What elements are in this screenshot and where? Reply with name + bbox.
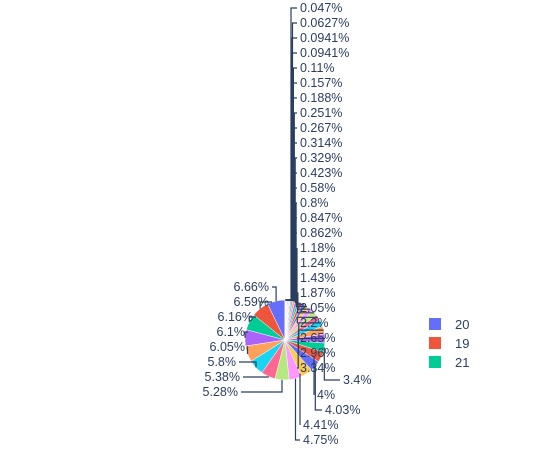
legend-swatch xyxy=(429,337,441,349)
slice-label: 0.0627% xyxy=(300,16,349,30)
slice-label: 6.59% xyxy=(234,295,269,309)
slice-label: 0.862% xyxy=(300,226,342,240)
slice-label: 0.0941% xyxy=(300,31,349,45)
slice-label: 2.2% xyxy=(300,316,329,330)
legend-label: 20 xyxy=(455,317,469,332)
slice-label: 5.28% xyxy=(203,385,238,399)
slice-label: 6.66% xyxy=(234,280,269,294)
slice-label: 0.11% xyxy=(300,61,335,75)
slice-label: 1.43% xyxy=(300,271,335,285)
slice-label: 0.423% xyxy=(300,166,342,180)
slice-label: 2.96% xyxy=(300,346,335,360)
slice-label: 4.41% xyxy=(303,418,338,432)
slice-label: 4% xyxy=(317,388,335,402)
slice-label: 0.314% xyxy=(300,136,342,150)
slice-label: 0.188% xyxy=(300,91,342,105)
slice-label: 5.38% xyxy=(205,370,240,384)
slice-label: 0.267% xyxy=(300,121,342,135)
slice-label: 3.34% xyxy=(300,361,335,375)
slice-label: 1.24% xyxy=(300,256,335,270)
slice-label: 6.05% xyxy=(210,340,245,354)
slice-label: 6.1% xyxy=(217,325,246,339)
slice-label: 5.8% xyxy=(208,355,237,369)
leader-line xyxy=(296,379,301,440)
slice-label: 2.65% xyxy=(300,331,335,345)
slice-label: 1.18% xyxy=(300,241,335,255)
legend-label: 19 xyxy=(455,336,469,351)
slice-label: 2.05% xyxy=(300,301,335,315)
slice-label: 0.047% xyxy=(300,1,342,15)
slice-label: 0.8% xyxy=(300,196,329,210)
legend-swatch xyxy=(429,356,441,368)
slice-label: 1.87% xyxy=(300,286,335,300)
slice-label: 0.58% xyxy=(300,181,335,195)
slice-label: 4.75% xyxy=(303,433,338,447)
leader-line xyxy=(248,347,249,354)
legend-item[interactable]: 20 xyxy=(429,317,469,332)
slice-label: 0.847% xyxy=(300,211,342,225)
leader-line xyxy=(241,380,282,392)
slice-label: 3.4% xyxy=(343,373,372,387)
leader-line xyxy=(243,376,268,377)
slice-label: 0.157% xyxy=(300,76,342,90)
slice-label: 6.16% xyxy=(218,310,253,324)
slice-label: 0.251% xyxy=(300,106,342,120)
legend-label: 21 xyxy=(455,355,469,370)
slice-label: 4.03% xyxy=(325,403,360,417)
legend: 20 19 21 xyxy=(429,317,469,370)
slice-label: 0.329% xyxy=(300,151,342,165)
legend-swatch xyxy=(429,318,441,330)
legend-item[interactable]: 21 xyxy=(429,355,469,370)
leader-line xyxy=(272,287,276,301)
slice-label: 0.0941% xyxy=(300,46,349,60)
legend-item[interactable]: 19 xyxy=(429,336,469,351)
